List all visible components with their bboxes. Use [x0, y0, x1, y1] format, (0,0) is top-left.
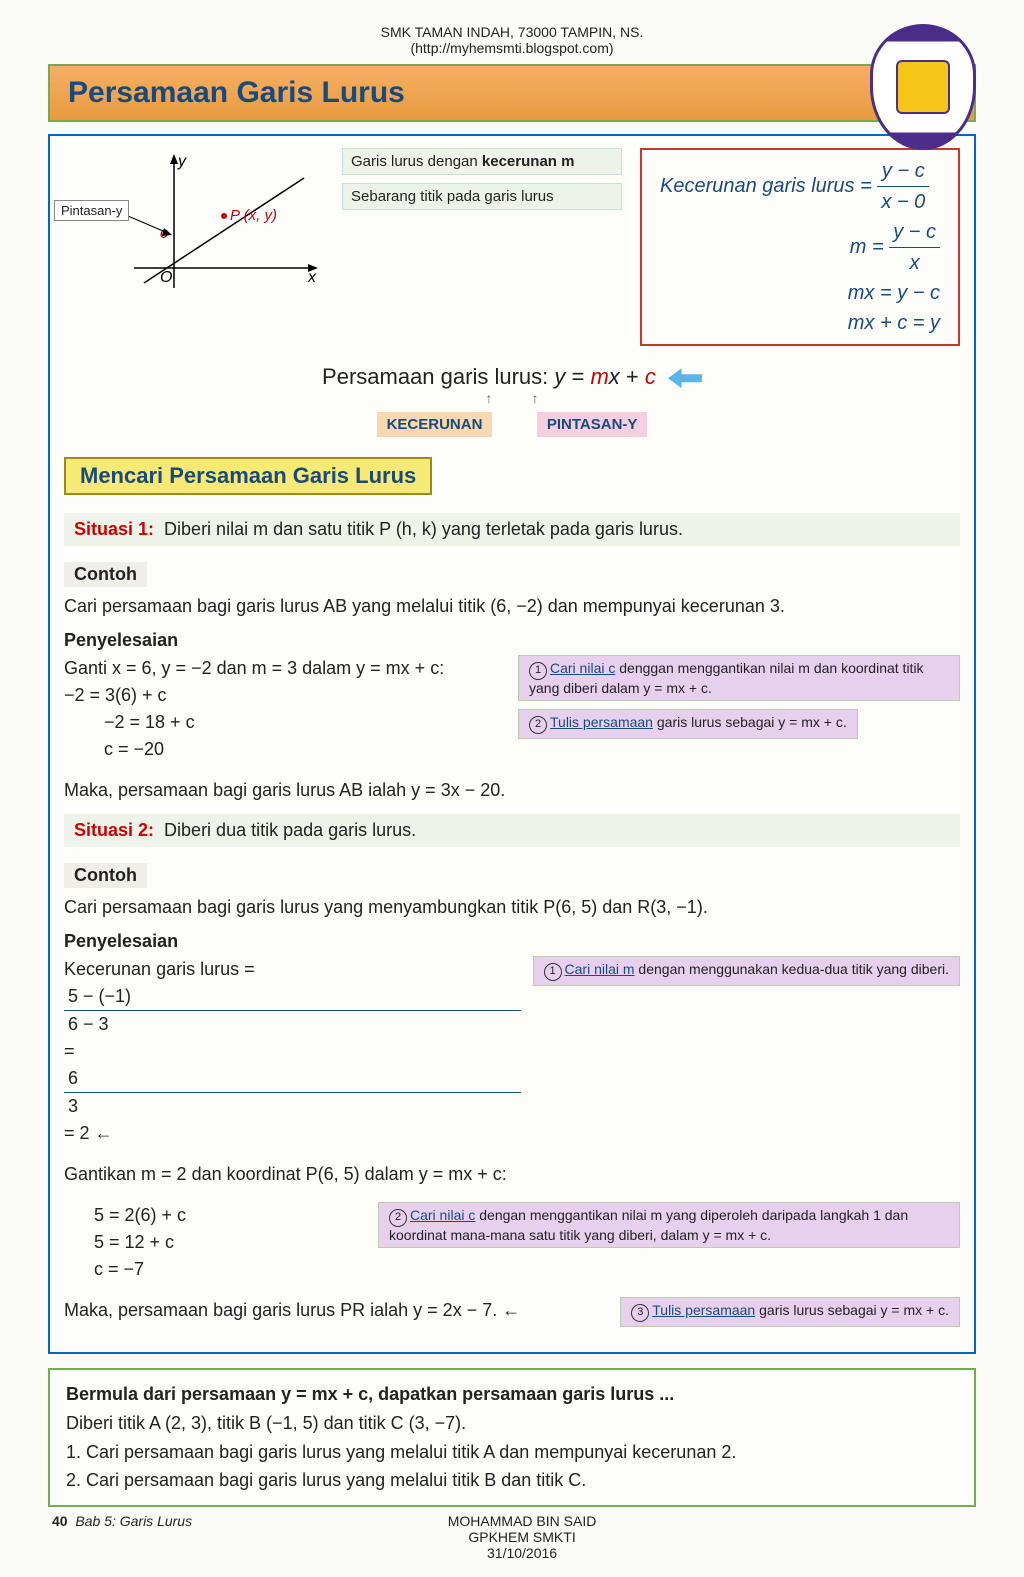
note-1b: 2Tulis persamaan garis lurus sebagai y =… [518, 709, 858, 739]
exercise-given: Diberi titik A (2, 3), titik B (−1, 5) d… [66, 1409, 958, 1438]
exercise-head: Bermula dari persamaan y = mx + c, dapat… [66, 1380, 958, 1409]
note-2b: 2Cari nilai c dengan menggantikan nilai … [378, 1202, 960, 1248]
origin-label: O [160, 269, 172, 286]
work1-conclusion: Maka, persamaan bagi garis lurus AB iala… [64, 777, 960, 804]
pintasan-y-tag: PINTASAN-Y [537, 412, 648, 437]
work2-conclusion: Maka, persamaan bagi garis lurus PR iala… [64, 1297, 608, 1324]
situasi2-text: Diberi dua titik pada garis lurus. [164, 820, 416, 840]
situasi-1: Situasi 1: Diberi nilai m dan satu titik… [64, 513, 960, 546]
header-top: SMK TAMAN INDAH, 73000 TAMPIN, NS. (http… [48, 24, 976, 56]
y-axis-label: y [177, 153, 187, 170]
footer-left: 40 Bab 5: Garis Lurus [52, 1513, 192, 1561]
contoh1-head: Contoh [64, 562, 147, 587]
callout1-bold: kecerunan m [482, 153, 575, 170]
callout1-pre: Garis lurus dengan [351, 153, 482, 170]
school-url: (http://myhemsmti.blogspot.com) [48, 40, 976, 56]
exercise-q1: 1. Cari persamaan bagi garis lurus yang … [66, 1438, 958, 1467]
main-equation: Persamaan garis lurus: y = mx + c ↑ ↑ [64, 364, 960, 406]
work2-row2: 5 = 2(6) + c 5 = 12 + c c = −7 2Cari nil… [64, 1198, 960, 1293]
formula-line4: mx + c = y [660, 308, 940, 338]
work2-gradient: Kecerunan garis lurus = 5 − (−1)6 − 3 = … [64, 956, 521, 1147]
work1-notes: 1Cari nilai c denggan menggantikan nilai… [518, 651, 960, 743]
section-heading: Mencari Persamaan Garis Lurus [64, 457, 432, 495]
formula-line3: mx = y − c [660, 278, 940, 308]
top-diagram-row: Pintasan-y y x O c P (x, y) [64, 148, 960, 346]
point-label: P (x, y) [230, 207, 277, 224]
note-1a: 1Cari nilai c denggan menggantikan nilai… [518, 655, 960, 701]
exercise-box: Bermula dari persamaan y = mx + c, dapat… [48, 1368, 976, 1507]
formula-line2: m = y − cx [660, 217, 940, 278]
situasi-2: Situasi 2: Diberi dua titik pada garis l… [64, 814, 960, 847]
work2-l2: Gantikan m = 2 dan koordinat P(6, 5) dal… [64, 1161, 960, 1188]
tag-row: KECERUNAN PINTASAN-Y [64, 412, 960, 437]
work2-row3: Maka, persamaan bagi garis lurus PR iala… [64, 1293, 960, 1334]
graph-column: Pintasan-y y x O c P (x, y) [64, 148, 324, 308]
situasi2-label: Situasi 2: [74, 820, 154, 840]
contoh2-head: Contoh [64, 863, 147, 888]
work2-note-c: 3Tulis persamaan garis lurus sebagai y =… [620, 1293, 960, 1331]
x-axis-label: x [307, 269, 317, 286]
contoh1-text: Cari persamaan bagi garis lurus AB yang … [64, 593, 960, 620]
penyelesaian1-head: Penyelesaian [64, 630, 960, 651]
note-2a: 1Cari nilai m dengan menggunakan kedua-d… [533, 956, 960, 986]
footer: 40 Bab 5: Garis Lurus MOHAMMAD BIN SAID … [48, 1513, 976, 1561]
kecerunan-tag: KECERUNAN [377, 412, 493, 437]
blue-arrow-icon [668, 368, 702, 388]
gradient-formula-box: Kecerunan garis lurus = y − cx − 0 m = y… [640, 148, 960, 346]
callout-gradient: Garis lurus dengan kecerunan m [342, 148, 622, 175]
exercise-q2: 2. Cari persamaan bagi garis lurus yang … [66, 1466, 958, 1495]
callout-point: Sebarang titik pada garis lurus [342, 183, 622, 210]
page-title: Persamaan Garis Lurus [48, 64, 976, 122]
situasi1-label: Situasi 1: [74, 519, 154, 539]
callouts-column: Garis lurus dengan kecerunan m Sebarang … [342, 148, 622, 218]
axes-graph: y x O c P (x, y) [64, 148, 324, 308]
situasi1-text: Diberi nilai m dan satu titik P (h, k) y… [164, 519, 683, 539]
school-name: SMK TAMAN INDAH, 73000 TAMPIN, NS. [48, 24, 976, 40]
work1-row: Ganti x = 6, y = −2 dan m = 3 dalam y = … [64, 651, 960, 773]
work2-note-b: 2Cari nilai c dengan menggantikan nilai … [378, 1198, 960, 1252]
main-content-box: Pintasan-y y x O c P (x, y) [48, 134, 976, 1354]
contoh2-text: Cari persamaan bagi garis lurus yang men… [64, 894, 960, 921]
pintasan-y-label: Pintasan-y [54, 200, 129, 221]
work1-steps: Ganti x = 6, y = −2 dan m = 3 dalam y = … [64, 655, 506, 763]
work2-row1: Kecerunan garis lurus = 5 − (−1)6 − 3 = … [64, 952, 960, 1157]
note-2c: 3Tulis persamaan garis lurus sebagai y =… [620, 1297, 960, 1327]
penyelesaian2-head: Penyelesaian [64, 931, 960, 952]
chapter-name: Bab 5: Garis Lurus [75, 1513, 192, 1529]
footer-center: MOHAMMAD BIN SAID GPKHEM SMKTI 31/10/201… [192, 1513, 852, 1561]
work2-steps: 5 = 2(6) + c 5 = 12 + c c = −7 [64, 1202, 366, 1283]
school-logo [870, 24, 976, 150]
page-number: 40 [52, 1513, 68, 1529]
formula-line1: Kecerunan garis lurus = y − cx − 0 [660, 156, 940, 217]
work2-note-a: 1Cari nilai m dengan menggunakan kedua-d… [533, 952, 960, 990]
